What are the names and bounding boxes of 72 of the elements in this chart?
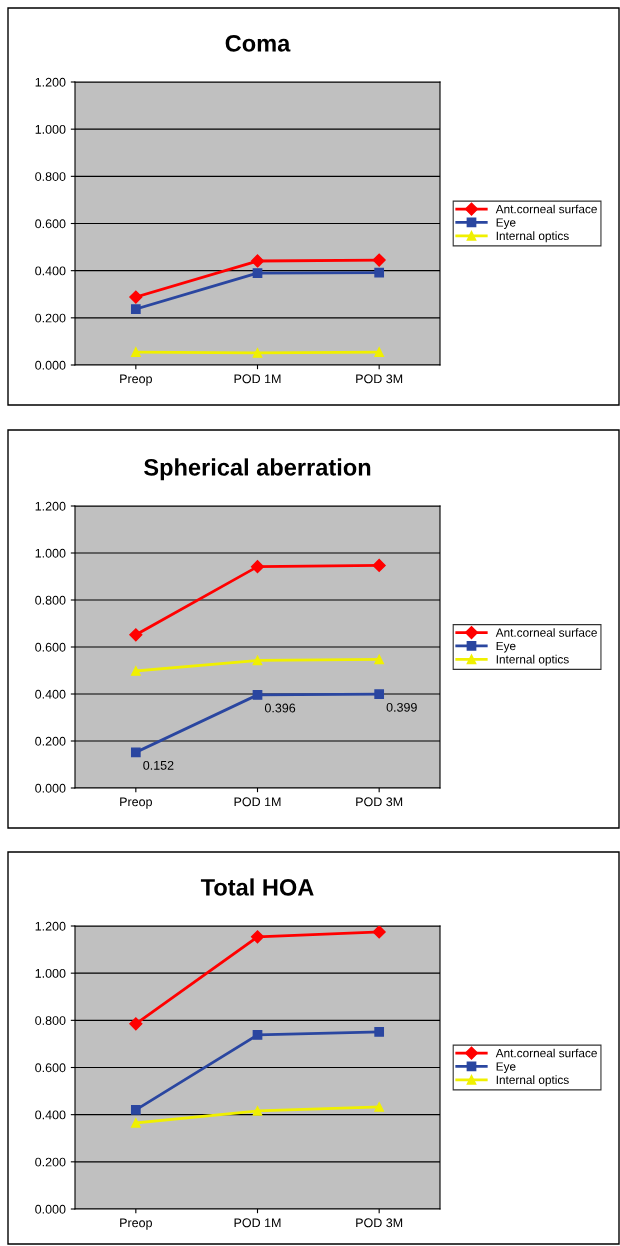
- y-tick-label: 0.600: [35, 1063, 66, 1073]
- legend-label: Eye: [496, 641, 516, 653]
- legend-label: Eye: [496, 218, 516, 229]
- legend-label: Internal optics: [496, 231, 569, 243]
- y-tick-label: 0.400: [35, 266, 66, 276]
- x-tick-label: POD 1M: [234, 797, 281, 807]
- point: [374, 654, 385, 665]
- y-tick-label: 0.800: [35, 172, 66, 181]
- point: [129, 290, 143, 304]
- point: [130, 1105, 141, 1115]
- point: [252, 690, 263, 700]
- y-tick-label: 1.200: [35, 501, 66, 511]
- point: [374, 267, 385, 278]
- point: [372, 253, 386, 267]
- point: [252, 348, 263, 358]
- point: [130, 666, 141, 676]
- point: [250, 254, 265, 268]
- point: [130, 1118, 141, 1128]
- y-tick-label: 1.200: [35, 921, 66, 931]
- legend-label: Internal optics: [496, 1075, 569, 1087]
- y-tick-label: 0.000: [35, 360, 66, 370]
- point: [374, 1027, 385, 1037]
- point: [129, 1017, 143, 1031]
- chart-title: Spherical aberration: [144, 458, 371, 481]
- legend-label: Internal optics: [496, 654, 569, 666]
- y-tick-label: 0.200: [35, 1157, 66, 1167]
- point: [130, 347, 141, 357]
- y-tick-label: 0.800: [35, 1016, 66, 1025]
- y-tick-label: 0.400: [35, 1110, 66, 1120]
- y-tick-label: 0.800: [35, 595, 66, 605]
- x-tick-label: POD 1M: [234, 374, 281, 384]
- point: [252, 268, 263, 278]
- point: [252, 655, 263, 666]
- x-tick-label: POD 1M: [234, 1218, 281, 1228]
- y-tick-label: 0.200: [35, 736, 66, 746]
- chart-title: Coma: [225, 34, 291, 52]
- point: [250, 930, 265, 944]
- chart-title: Total HOA: [200, 878, 314, 896]
- point: [250, 560, 265, 574]
- legend-label: Ant.corneal surface: [495, 204, 597, 214]
- data-label: 0.152: [143, 760, 174, 770]
- x-tick-label: POD 3M: [356, 1218, 403, 1228]
- x-tick-label: Preop: [120, 374, 152, 386]
- point: [252, 1106, 263, 1116]
- point: [372, 926, 386, 939]
- y-tick-label: 0.400: [35, 689, 66, 699]
- point: [130, 747, 141, 758]
- point: [252, 1030, 263, 1040]
- y-tick-label: 1.200: [35, 77, 66, 87]
- legend-label: Eye: [496, 1062, 516, 1073]
- y-tick-label: 0.600: [35, 642, 66, 652]
- y-tick-label: 1.000: [35, 968, 66, 978]
- x-tick-label: Preop: [120, 797, 152, 809]
- legend-label: Ant.corneal surface: [495, 628, 597, 637]
- y-tick-label: 0.200: [35, 313, 66, 323]
- x-tick-label: POD 3M: [356, 797, 403, 807]
- x-tick-label: POD 3M: [356, 374, 403, 384]
- y-tick-label: 0.600: [35, 219, 66, 229]
- point: [374, 689, 385, 700]
- point: [372, 558, 386, 573]
- point: [374, 347, 385, 357]
- x-tick-label: Preop: [120, 1218, 152, 1230]
- point: [129, 628, 143, 642]
- y-tick-label: 0.000: [35, 783, 66, 793]
- y-tick-label: 1.000: [35, 548, 66, 558]
- data-label: 0.396: [264, 703, 296, 713]
- y-tick-label: 1.000: [35, 124, 66, 134]
- point: [374, 1102, 385, 1112]
- y-tick-label: 0.000: [35, 1204, 66, 1214]
- data-label: 0.399: [386, 702, 417, 712]
- point: [130, 304, 141, 314]
- legend-label: Ant.corneal surface: [495, 1048, 597, 1058]
